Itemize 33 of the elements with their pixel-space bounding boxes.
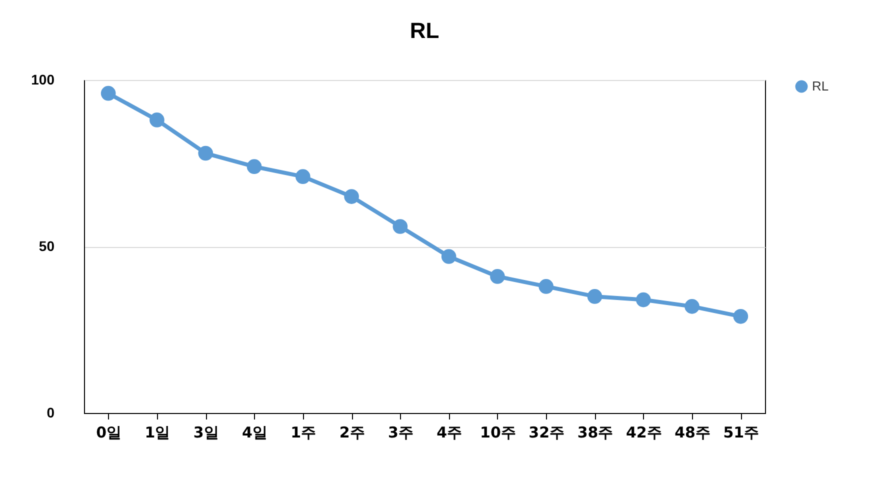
x-tick-label: 1일 xyxy=(144,424,170,442)
x-tick-label: 4일 xyxy=(242,424,268,442)
x-tick-label: 42주 xyxy=(626,424,662,442)
point xyxy=(295,169,310,184)
point xyxy=(490,269,505,284)
x-tick-label: 3주 xyxy=(388,424,414,442)
point xyxy=(684,299,700,314)
point xyxy=(246,159,262,174)
x-tick-label: 10주 xyxy=(480,424,516,442)
y-tick-label: 0 xyxy=(46,404,55,420)
point xyxy=(636,292,651,308)
x-tick-label: 1주 xyxy=(290,424,316,442)
y-tick-label: 50 xyxy=(38,238,55,254)
x-tick-label: 3일 xyxy=(193,424,219,442)
point xyxy=(100,86,116,101)
x-tick-label: 51주 xyxy=(723,424,760,442)
point xyxy=(392,219,408,234)
legend-label: RL xyxy=(812,78,829,94)
point xyxy=(150,112,164,128)
x-tick-label: 32주 xyxy=(528,424,565,442)
chart-title: RL xyxy=(410,18,440,43)
x-tick-label: 38주 xyxy=(577,424,614,442)
point xyxy=(733,309,748,324)
x-tick-label: 2주 xyxy=(339,424,365,442)
point xyxy=(198,146,214,161)
y-tick-label: 100 xyxy=(31,72,55,88)
point xyxy=(344,189,359,204)
x-tick-label: 48주 xyxy=(674,424,710,442)
x-tick-label: 4주 xyxy=(436,424,462,442)
point xyxy=(538,279,554,294)
point xyxy=(587,289,602,304)
point xyxy=(441,249,456,264)
x-tick-label: 0일 xyxy=(96,424,122,442)
